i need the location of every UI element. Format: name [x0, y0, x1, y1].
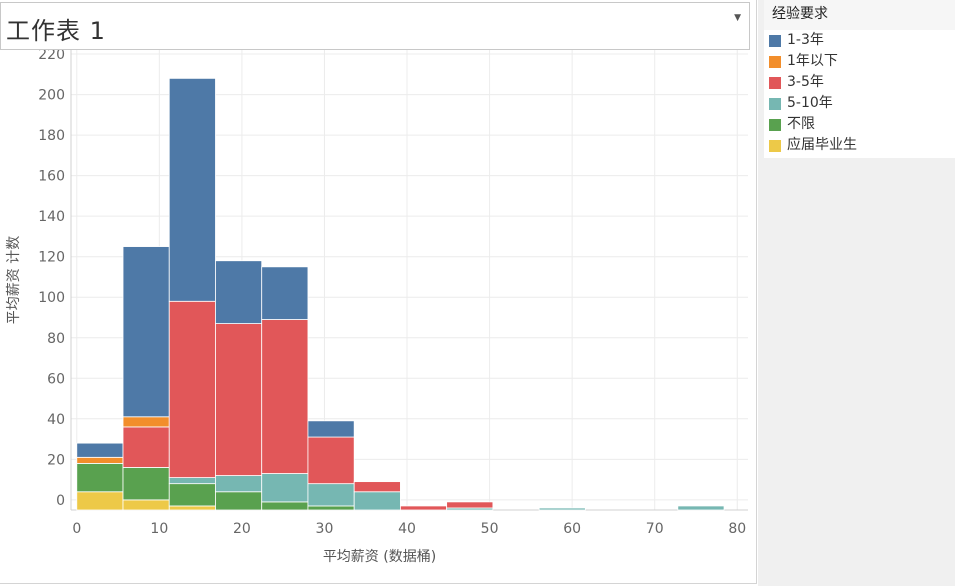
bar-segment[interactable] [168, 483, 216, 507]
bar-segment[interactable] [261, 319, 309, 474]
bar-segment[interactable] [168, 505, 216, 511]
sheet-title-bar[interactable]: 工作表 1 ▼ [0, 2, 750, 50]
sheet-title: 工作表 1 [6, 17, 106, 45]
x-tick-label: 70 [646, 521, 664, 537]
x-tick-label: 10 [150, 521, 168, 537]
legend-item-5-10[interactable]: 5-10年 [764, 93, 955, 114]
bar-segment[interactable] [76, 442, 124, 458]
bar-segment[interactable] [261, 473, 309, 503]
legend-label: 5-10年 [787, 95, 833, 111]
bar-segment[interactable] [307, 436, 355, 485]
legend-swatch [769, 76, 781, 89]
legend-title: 经验要求 [764, 0, 955, 30]
y-tick-label: 60 [47, 371, 65, 387]
bar-segment[interactable] [215, 260, 263, 324]
legend-item-1-3[interactable]: 1-3年 [764, 30, 955, 51]
bar-segment[interactable] [353, 481, 401, 493]
bar-segment[interactable] [168, 477, 216, 485]
y-tick-label: 100 [38, 290, 65, 306]
bar-segment[interactable] [168, 77, 216, 302]
bar-segment[interactable] [122, 416, 170, 428]
legend-swatch [769, 34, 781, 47]
x-axis-title: 平均薪资 (数据桶) [323, 549, 436, 565]
legend-label: 应届毕业生 [787, 137, 857, 153]
legend-label: 不限 [787, 116, 815, 132]
legend-item-unlimited[interactable]: 不限 [764, 114, 955, 135]
x-tick-label: 0 [72, 521, 81, 537]
bar-segment[interactable] [261, 266, 309, 320]
legend-item-graduate[interactable]: 应届毕业生 [764, 135, 955, 156]
y-tick-label: 180 [38, 128, 65, 144]
y-axis-ticks: 0 20 40 60 80 100 120 140 160 180 200 220 [38, 50, 65, 509]
bar-segment[interactable] [307, 505, 355, 511]
legend-swatch [769, 139, 781, 152]
legend-item-3-5[interactable]: 3-5年 [764, 72, 955, 93]
bar-segment[interactable] [122, 499, 170, 511]
bar-segment[interactable] [215, 491, 263, 511]
color-legend: 经验要求 1-3年 1年以下 3-5年 5-10年 不限 应届毕业生 [764, 0, 955, 158]
y-tick-label: 40 [47, 412, 65, 428]
bar-segment[interactable] [677, 505, 725, 511]
legend-swatch [769, 118, 781, 131]
x-tick-label: 80 [728, 521, 746, 537]
x-axis-ticks: 0 10 20 30 40 50 60 70 80 [72, 521, 746, 537]
bar-segment[interactable] [538, 507, 586, 511]
bar-segment[interactable] [122, 426, 170, 468]
y-tick-label: 220 [38, 50, 65, 63]
bar-segment[interactable] [215, 475, 263, 493]
legend-item-under-1[interactable]: 1年以下 [764, 51, 955, 72]
y-tick-label: 20 [47, 452, 65, 468]
x-tick-label: 20 [233, 521, 251, 537]
y-tick-label: 120 [38, 250, 65, 266]
x-tick-label: 50 [481, 521, 499, 537]
legend-swatch [769, 55, 781, 68]
y-tick-label: 160 [38, 169, 65, 185]
legend-label: 1年以下 [787, 53, 838, 69]
legend-label: 1-3年 [787, 32, 824, 48]
bar-segment[interactable] [261, 501, 309, 511]
y-tick-label: 80 [47, 331, 65, 347]
histogram-chart: 0 10 20 30 40 50 60 70 80 0 20 40 60 80 100 120 140 160 1… [6, 50, 748, 565]
bar-segment[interactable] [353, 491, 401, 511]
y-tick-label: 0 [56, 493, 65, 509]
worksheet-panel: 工作表 1 ▼ 0 10 20 30 40 50 60 70 80 0 20 40 60 80 100 12… [0, 0, 757, 584]
x-tick-label: 40 [398, 521, 416, 537]
x-tick-label: 30 [316, 521, 334, 537]
bar-segment[interactable] [76, 491, 124, 511]
y-axis-title: 平均薪资 计数 [6, 236, 22, 324]
x-tick-label: 60 [563, 521, 581, 537]
y-tick-label: 140 [38, 209, 65, 225]
bar-segment[interactable] [446, 501, 494, 509]
chart-bars [76, 77, 725, 511]
bar-segment[interactable] [307, 483, 355, 507]
legend-label: 3-5年 [787, 74, 824, 90]
bar-segment[interactable] [215, 323, 263, 476]
chevron-down-icon[interactable]: ▼ [734, 13, 741, 23]
bar-segment[interactable] [76, 462, 124, 493]
bar-segment[interactable] [400, 505, 448, 511]
legend-swatch [769, 97, 781, 110]
bar-segment[interactable] [307, 420, 355, 438]
y-tick-label: 200 [38, 88, 65, 104]
bar-segment[interactable] [76, 456, 124, 464]
bar-segment[interactable] [122, 467, 170, 501]
bar-segment[interactable] [168, 300, 216, 478]
bar-segment[interactable] [122, 246, 170, 418]
